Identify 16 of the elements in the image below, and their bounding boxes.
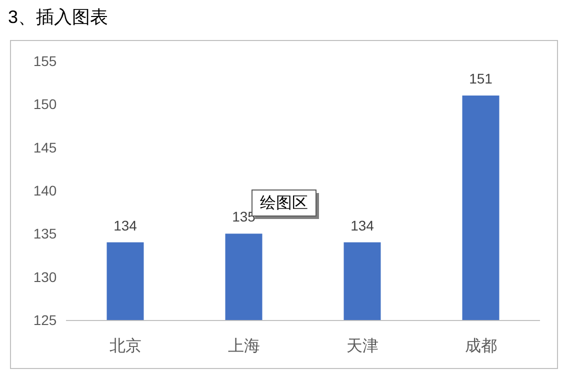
y-tick-label: 135 xyxy=(33,226,57,242)
y-tick-label: 150 xyxy=(33,96,57,112)
x-tick-label: 北京 xyxy=(109,337,142,355)
chart-title: 3、插入图表 xyxy=(8,7,108,27)
data-label: 134 xyxy=(350,217,374,234)
x-tick-label: 上海 xyxy=(228,337,260,355)
y-tick-label: 140 xyxy=(33,182,57,198)
data-label: 151 xyxy=(469,70,493,87)
y-tick-label: 155 xyxy=(33,53,57,69)
x-tick-label: 天津 xyxy=(346,337,378,355)
y-tick-label: 125 xyxy=(33,312,57,328)
data-label: 134 xyxy=(114,217,138,234)
y-tick-label: 130 xyxy=(33,268,57,285)
annotation: 绘图区 xyxy=(260,195,308,212)
x-tick-label: 成都 xyxy=(464,337,497,355)
y-tick-label: 145 xyxy=(33,139,57,156)
